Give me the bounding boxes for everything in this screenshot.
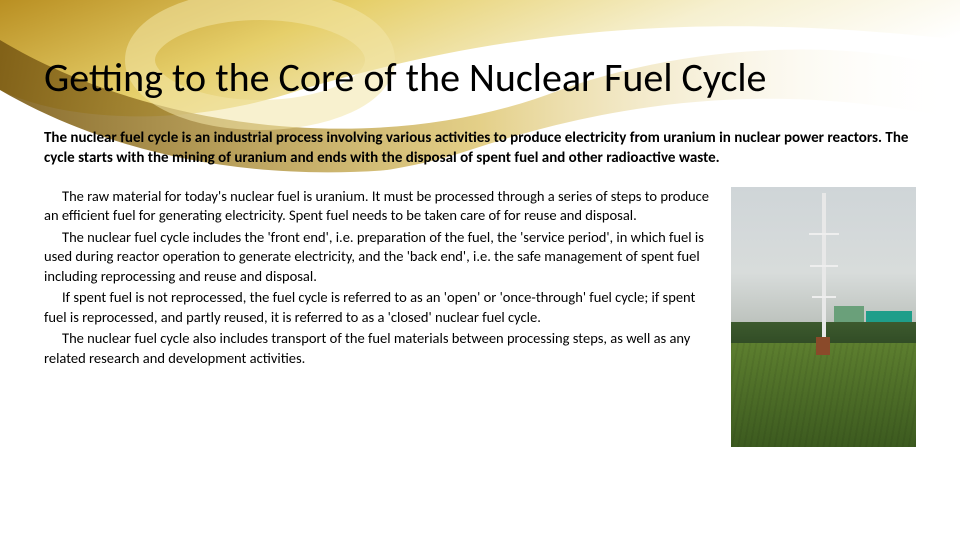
drilling-rig-photo: [731, 187, 916, 447]
body-text: The raw material for today's nuclear fue…: [44, 187, 721, 371]
body-wrap: The raw material for today's nuclear fue…: [44, 187, 916, 447]
intro-paragraph: The nuclear fuel cycle is an industrial …: [44, 128, 916, 169]
slide: Getting to the Core of the Nuclear Fuel …: [0, 0, 960, 540]
content-area: Getting to the Core of the Nuclear Fuel …: [44, 56, 916, 447]
paragraph-3: If spent fuel is not reprocessed, the fu…: [44, 288, 721, 327]
page-title: Getting to the Core of the Nuclear Fuel …: [44, 56, 916, 100]
paragraph-2: The nuclear fuel cycle includes the 'fro…: [44, 228, 721, 287]
paragraph-4: The nuclear fuel cycle also includes tra…: [44, 329, 721, 368]
paragraph-1: The raw material for today's nuclear fue…: [44, 187, 721, 226]
